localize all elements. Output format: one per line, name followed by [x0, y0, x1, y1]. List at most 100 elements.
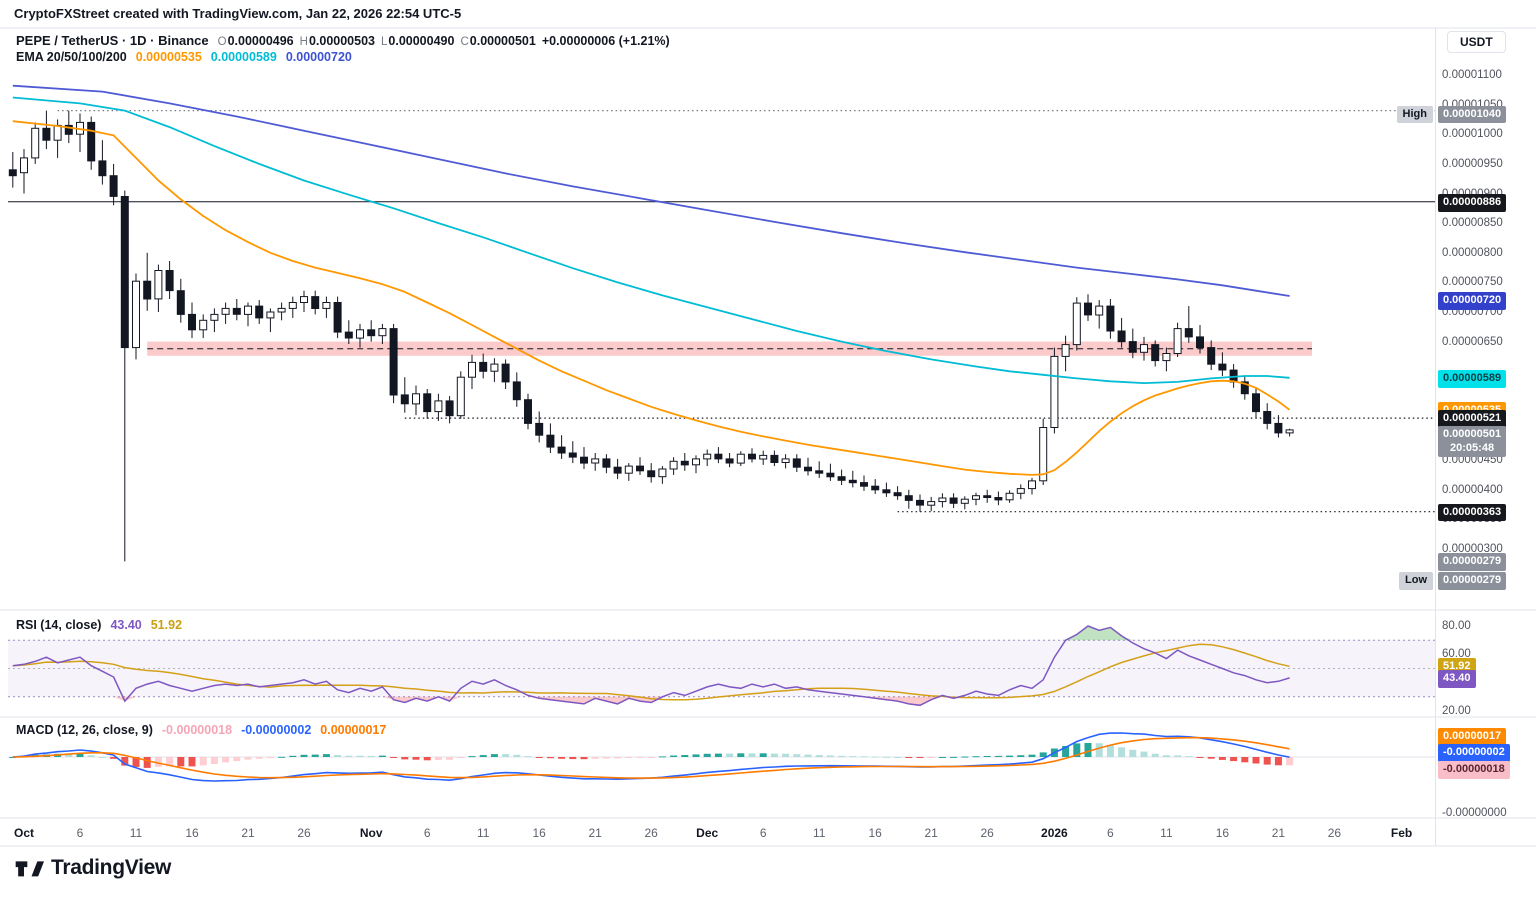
time-label: 21 [1271, 826, 1286, 840]
macd-line-value: -0.00000002 [241, 723, 312, 737]
time-label: 16 [185, 826, 199, 840]
open-label: O [217, 36, 227, 48]
time-label: 21 [241, 826, 255, 840]
rsi-ma-value: 51.92 [150, 618, 183, 632]
time-label: Feb [1390, 826, 1413, 840]
ema-legend[interactable]: EMA 20/50/100/200 0.00000535 0.00000589 … [16, 50, 352, 64]
high-label: H [299, 36, 308, 48]
price-tick: 0.00001100 [1442, 69, 1502, 81]
price-tick: 0.00000650 [1442, 335, 1503, 348]
low-tag: Low [1399, 572, 1433, 591]
macd-badge: 0.00000017 [1438, 728, 1507, 746]
price-badge: 0.00000279 [1438, 572, 1507, 591]
time-label: 21 [588, 826, 602, 840]
macd-signal-value: 0.00000017 [320, 723, 387, 737]
rsi-value: 43.40 [110, 618, 142, 632]
rsi-tick: 20.00 [1442, 705, 1471, 717]
time-label: 11 [812, 826, 826, 840]
rsi-legend[interactable]: RSI (14, close) 43.40 51.92 [16, 618, 182, 632]
time-label: 26 [1327, 826, 1342, 840]
macd-legend[interactable]: MACD (12, 26, close, 9) -0.00000018 -0.0… [16, 723, 386, 737]
time-label: 11 [476, 826, 490, 840]
ema20-value: 0.00000535 [135, 50, 202, 64]
ema50-line [12, 96, 1290, 384]
time-label: Nov [359, 826, 383, 840]
time-label: 11 [129, 826, 143, 840]
price-tick: 0.00000400 [1442, 483, 1503, 496]
symbol-legend[interactable]: PEPE / TetherUS · 1D · Binance O0.000004… [16, 33, 676, 48]
close-value: 0.00000501 [469, 34, 536, 48]
tradingview-wordmark: TradingView [51, 856, 172, 879]
time-label: Oct [13, 826, 35, 840]
ema20-line [12, 120, 1291, 476]
macd-hist-value: -0.00000018 [161, 723, 233, 737]
macd-badge: -0.00000018 [1438, 761, 1510, 779]
time-label: 26 [297, 826, 311, 840]
ema200-value: 0.00000720 [285, 50, 352, 64]
macd-histogram [9, 743, 1294, 768]
attribution-bar: CryptoFXStreet created with TradingView.… [14, 6, 462, 21]
price-tick: 0.00000800 [1442, 246, 1503, 259]
time-label: 6 [423, 826, 431, 840]
ema50-value: 0.00000589 [210, 50, 277, 64]
time-label: 2026 [1041, 826, 1068, 840]
axis-currency-label[interactable]: USDT [1447, 31, 1506, 53]
price-tick: 0.00000300 [1442, 543, 1503, 555]
macd-legend-title: MACD (12, 26, close, 9) [16, 723, 153, 737]
change-value: +0.00000006 (+1.21%) [541, 34, 670, 48]
macd-signal-line [12, 736, 1290, 779]
price-tick: 0.00000850 [1442, 217, 1503, 230]
rsi-oversold-fill [12, 696, 1290, 706]
price-badge: 0.00000521 [1438, 410, 1507, 428]
time-label: 21 [924, 826, 938, 840]
price-badge: 0.00000363 [1438, 503, 1507, 522]
time-label: 16 [868, 826, 882, 840]
time-label: 16 [532, 826, 546, 840]
macd-tick: -0.00000000 [1442, 807, 1507, 819]
symbol-title: PEPE / TetherUS · 1D · Binance [16, 33, 209, 48]
time-label: 6 [759, 826, 767, 840]
time-label: 11 [1160, 826, 1173, 840]
ema200-line [12, 84, 1290, 297]
rsi-legend-title: RSI (14, close) [16, 618, 102, 632]
tradingview-logo[interactable]: TradingView [14, 854, 171, 882]
price-badge: 0.00000501 20:05:48 [1438, 425, 1507, 458]
high-value: 0.00000503 [308, 34, 375, 48]
price-badge: 0.00000720 [1438, 292, 1507, 310]
rsi-badge: 43.40 [1438, 669, 1476, 688]
low-label: L [381, 36, 388, 48]
rsi-tick: 80.00 [1442, 620, 1471, 632]
rsi-tick: 60.00 [1442, 648, 1471, 661]
time-label: 6 [1107, 826, 1114, 840]
close-label: C [460, 36, 469, 48]
time-label: 26 [644, 826, 658, 840]
rsi-line [12, 625, 1290, 707]
low-value: 0.00000490 [388, 34, 455, 48]
macd-badge: -0.00000002 [1438, 744, 1510, 762]
rsi-ma-line [12, 643, 1290, 701]
open-value: 0.00000496 [227, 34, 294, 48]
price-tick: 0.00001000 [1442, 128, 1503, 141]
time-label: 16 [1215, 826, 1230, 840]
price-badge: 0.00000279 [1438, 553, 1507, 572]
price-badge: 0.00000886 [1438, 193, 1507, 212]
time-label: 26 [980, 826, 994, 840]
time-label: 6 [76, 826, 84, 840]
price-tick: 0.00000450 [1442, 454, 1503, 467]
pane-borders [0, 27, 1536, 847]
time-label: Dec [696, 826, 719, 840]
rsi-band [8, 640, 1435, 697]
candles-layer [8, 110, 1294, 562]
high-tag: High [1396, 105, 1433, 124]
tradingview-mark-icon [15, 861, 44, 877]
price-tick: 0.00000950 [1442, 157, 1503, 170]
price-tick: 0.00000750 [1442, 276, 1503, 289]
price-badge: 0.00001040 [1438, 105, 1507, 124]
price-badge: 0.00000589 [1438, 369, 1507, 388]
ema-legend-title: EMA 20/50/100/200 [16, 50, 127, 64]
ohlc-values: O0.00000496 H0.00000503 L0.00000490 C0.0000… [218, 34, 676, 48]
